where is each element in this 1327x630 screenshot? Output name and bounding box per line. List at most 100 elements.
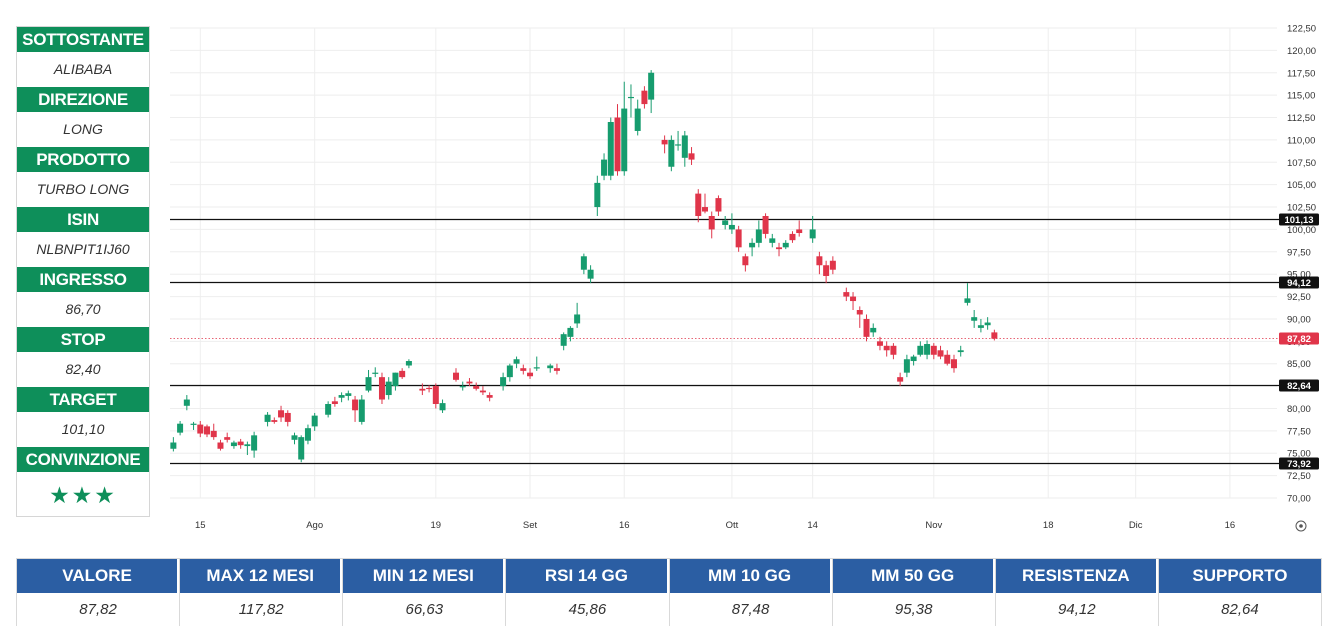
candle-body (230, 442, 237, 447)
candle-body (950, 359, 957, 369)
candle-up (910, 354, 917, 366)
candle-body (399, 370, 406, 378)
candle-up (601, 153, 608, 181)
candle-up (244, 441, 251, 456)
candle-up (769, 233, 776, 248)
candle-body (688, 153, 695, 160)
stat-column: MM 50 GG 95,38 (832, 559, 996, 627)
candle-body (251, 435, 258, 451)
candle-body (466, 381, 473, 384)
candle-down (708, 211, 715, 239)
candle-body (762, 216, 769, 234)
candle-body (742, 256, 749, 266)
candle-body (533, 367, 540, 369)
candle-down (937, 345, 944, 360)
candle-down (850, 292, 857, 310)
candle-up (587, 265, 594, 284)
stat-value: 66,63 (343, 593, 506, 627)
info-value-ingresso: 86,70 (65, 301, 101, 317)
candle-body (210, 430, 217, 438)
candle-down (473, 382, 480, 391)
candle-body (486, 395, 493, 398)
candle-down (890, 343, 897, 360)
current-price-badge (1279, 332, 1319, 345)
candle-body (910, 356, 917, 362)
candle-body (392, 372, 399, 387)
candle-up (345, 390, 352, 401)
candle-body (681, 135, 688, 158)
y-tick-label: 112,50 (1287, 113, 1315, 124)
candle-body (755, 229, 762, 243)
info-label-isin: ISIN (17, 207, 149, 232)
y-tick-label: 77,50 (1287, 426, 1311, 437)
candle-up (392, 372, 399, 391)
candle-down (210, 423, 217, 440)
candle-down (688, 147, 695, 165)
info-label-prodotto: PRODOTTO (17, 147, 149, 172)
candle-body (930, 345, 937, 355)
candle-down (331, 396, 338, 407)
candle-body (614, 117, 621, 172)
stat-header: SUPPORTO (1158, 559, 1321, 593)
candle-down (883, 341, 890, 357)
stat-value: 87,48 (669, 593, 832, 627)
y-tick-label: 72,50 (1287, 471, 1311, 482)
candle-body (957, 350, 964, 353)
candle-body (789, 233, 796, 241)
candle-body (903, 359, 910, 373)
candle-body (372, 372, 379, 374)
candle-up (298, 435, 305, 463)
candle-body (338, 395, 345, 398)
candle-body (183, 399, 190, 406)
candle-down (399, 368, 406, 379)
y-tick-label: 80,00 (1287, 404, 1311, 415)
candle-body (991, 332, 998, 339)
candle-body (304, 428, 311, 441)
candle-up (338, 392, 345, 403)
candle-down (816, 251, 823, 275)
info-label-direzione: DIREZIONE (17, 87, 149, 112)
y-tick-label: 97,50 (1287, 247, 1311, 258)
info-value-target: 101,10 (61, 421, 105, 437)
candle-body (291, 435, 298, 440)
candle-body (816, 256, 823, 266)
settings-icon[interactable] (1295, 520, 1307, 532)
candle-up (964, 283, 971, 306)
candle-body (365, 377, 372, 391)
candle-body (782, 242, 789, 248)
candle-body (937, 350, 944, 357)
info-value-isin: NLBNPIT1IJ60 (36, 241, 130, 257)
candle-up (607, 117, 614, 181)
candle-body (271, 420, 278, 422)
info-label-sottostante: SOTTOSTANTE (17, 27, 149, 52)
candle-body (237, 441, 244, 446)
candle-body (513, 359, 520, 364)
level-badge (1279, 276, 1319, 289)
candle-down (352, 395, 359, 422)
candle-down (237, 438, 244, 449)
candle-body (749, 242, 756, 248)
candle-down (930, 343, 937, 360)
candle-body (883, 345, 890, 351)
candle-down (426, 385, 433, 393)
candle-up (533, 356, 540, 371)
candle-up (971, 310, 978, 328)
candle-body (621, 108, 628, 172)
candle-down (432, 383, 439, 409)
level-label: 101,13 (1284, 215, 1313, 226)
support-resistance-levels (170, 218, 1279, 465)
level-label: 94,12 (1287, 278, 1311, 289)
x-tick-label: 16 (619, 520, 630, 531)
candle-body (715, 198, 722, 212)
candle-body (405, 361, 412, 366)
candle-body (385, 381, 392, 396)
candle-up (675, 130, 682, 151)
candle-up (325, 401, 332, 418)
candle-down (419, 383, 426, 396)
candle-body (560, 334, 567, 346)
candle-body (520, 368, 527, 371)
candle-down (553, 363, 560, 375)
candle-body (358, 399, 365, 422)
candle-body (459, 386, 466, 388)
stat-header: MM 50 GG (832, 559, 995, 593)
